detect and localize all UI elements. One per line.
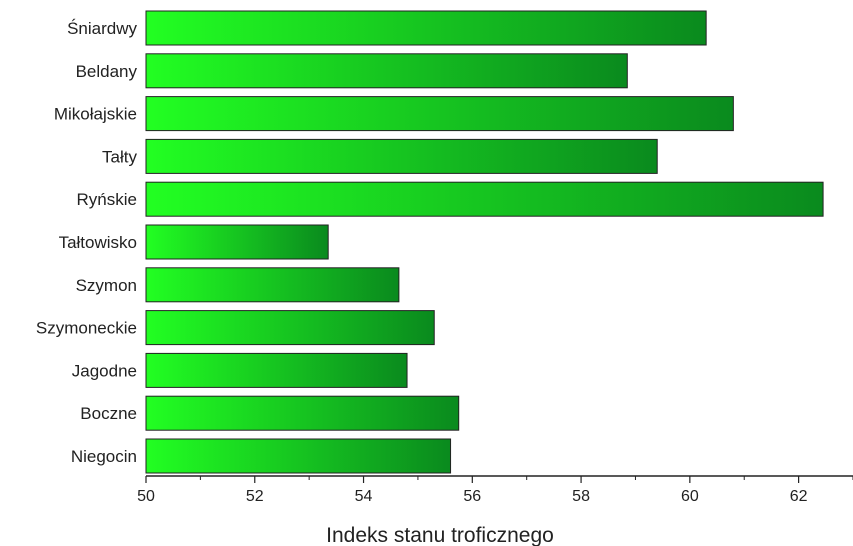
x-axis: 50 52 54 56 58 60 62 [137,475,853,505]
category-label-7: Szymoneckie [36,319,137,338]
x-tick-label-5: 60 [681,488,699,505]
x-tick-label-6: 62 [790,488,808,505]
bar-6 [145,267,400,303]
bars-layer [145,10,824,474]
category-label-2: Mikołajskie [54,105,137,124]
bar-4 [145,181,824,217]
bar-5 [145,224,329,260]
bar-0 [145,10,707,46]
category-label-9: Boczne [80,404,137,423]
category-label-6: Szymon [76,276,137,295]
category-label-0: Śniardwy [67,19,137,38]
category-labels: Śniardwy Beldany Mikołajskie Tałty Ryńskie Ta… [36,19,138,466]
bar-1 [145,53,628,89]
category-label-8: Jagodne [72,361,137,380]
x-tick-label-4: 58 [572,488,590,505]
bar-10 [145,438,452,474]
x-tick-label-0: 50 [137,488,155,505]
x-tick-label-3: 56 [463,488,481,505]
bar-8 [145,352,408,388]
category-label-3: Tałty [102,147,137,166]
x-tick-label-2: 54 [355,488,373,505]
x-tick-label-1: 52 [246,488,264,505]
category-label-10: Niegocin [71,447,137,466]
x-axis-title: Indeks stanu troficznego [326,524,554,546]
category-label-5: Tałtowisko [59,233,137,252]
bar-3 [145,138,658,174]
bar-2 [145,96,734,132]
bar-9 [145,395,460,431]
category-label-4: Ryńskie [77,190,137,209]
category-label-1: Beldany [76,62,138,81]
bar-7 [145,310,435,346]
